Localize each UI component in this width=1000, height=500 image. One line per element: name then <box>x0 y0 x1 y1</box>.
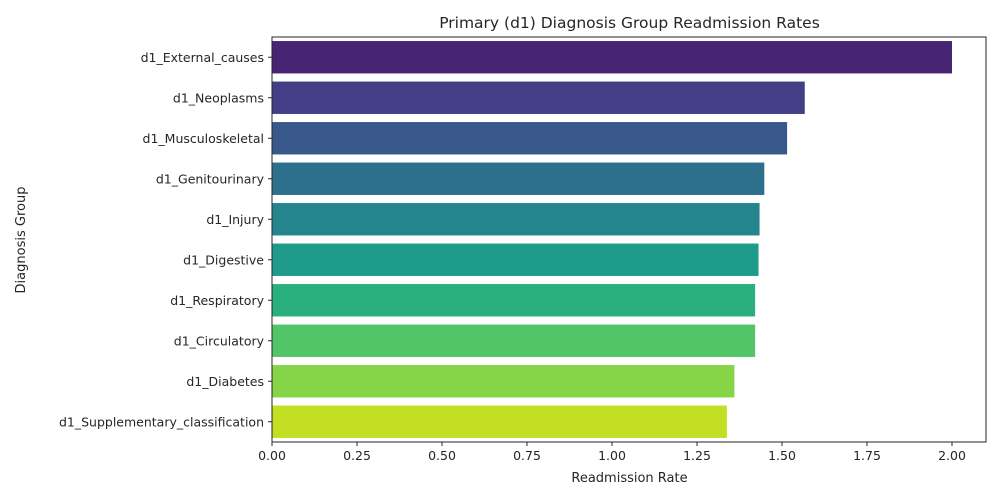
x-tick-label: 2.00 <box>938 448 966 463</box>
x-axis-ticks: 0.00 0.25 0.50 0.75 1.00 1.25 1.50 1.75 2.00 <box>258 442 966 463</box>
y-tick-label: d1_Supplementary_classification <box>59 414 264 429</box>
y-axis-title: Diagnosis Group <box>14 187 29 294</box>
x-tick-label: 0.75 <box>513 448 541 463</box>
x-tick-label: 1.25 <box>683 448 711 463</box>
y-tick-label: d1_Musculoskeletal <box>143 131 264 146</box>
y-tick-label: d1_Respiratory <box>170 293 264 308</box>
y-tick-label: d1_Circulatory <box>174 333 265 348</box>
x-tick-label: 0.50 <box>428 448 456 463</box>
x-tick-label: 0.00 <box>258 448 286 463</box>
bar-d1-musculoskeletal <box>272 122 788 155</box>
bar-d1-neoplasms <box>272 81 805 114</box>
x-tick-label: 1.00 <box>598 448 626 463</box>
x-tick-label: 0.25 <box>343 448 371 463</box>
y-tick-label: d1_External_causes <box>141 50 264 65</box>
bar-d1-external-causes <box>272 41 952 74</box>
bar-d1-circulatory <box>272 324 756 357</box>
x-tick-label: 1.75 <box>853 448 881 463</box>
bar-d1-supplementary-classification <box>272 405 727 438</box>
bar-d1-injury <box>272 203 760 236</box>
y-tick-label: d1_Digestive <box>183 252 264 267</box>
bar-d1-respiratory <box>272 284 756 317</box>
bar-d1-diabetes <box>272 365 735 398</box>
bar-d1-genitourinary <box>272 162 765 195</box>
y-tick-label: d1_Genitourinary <box>156 171 265 186</box>
y-tick-label: d1_Injury <box>206 212 264 227</box>
y-tick-label: d1_Diabetes <box>186 374 264 389</box>
y-axis-ticks: d1_External_causes d1_Neoplasms d1_Musculo… <box>59 50 272 429</box>
bar-d1-digestive <box>272 243 759 276</box>
chart-title: Primary (d1) Diagnosis Group Readmission… <box>439 14 820 32</box>
x-tick-label: 1.50 <box>768 448 796 463</box>
y-tick-label: d1_Neoplasms <box>173 90 264 105</box>
bars-group <box>272 41 952 438</box>
x-axis-title: Readmission Rate <box>571 471 687 486</box>
plot-frame <box>271 36 987 443</box>
